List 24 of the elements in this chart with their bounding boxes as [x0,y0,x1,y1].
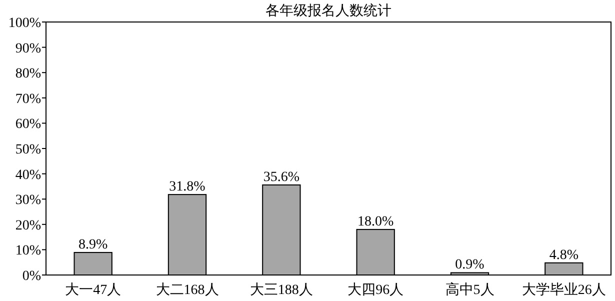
data-label: 4.8% [549,248,579,263]
data-label: 18.0% [357,214,394,230]
y-tick-label: 60% [15,117,42,132]
x-tick-label: 大学毕业26人 [522,282,606,298]
x-tick-label: 大一47人 [65,282,122,298]
y-tick-label: 50% [15,142,42,158]
y-tick-label: 20% [15,218,42,234]
data-label: 35.6% [263,170,300,185]
x-tick-label: 高中5人 [445,282,494,298]
y-tick-label: 40% [15,168,42,183]
y-tick-label: 70% [15,92,42,107]
y-tick-label: 80% [15,66,42,82]
x-tick-label: 大二168人 [156,282,219,298]
y-tick-label: 0% [22,269,42,284]
y-tick-label: 10% [15,244,42,259]
y-tick-label: 100% [8,16,42,31]
chart-title: 各年级报名人数统计 [266,3,392,19]
x-tick-label: 大三188人 [250,282,313,298]
y-tick-label: 30% [15,193,42,208]
data-label: 0.9% [455,258,485,273]
y-tick-label: 90% [15,41,42,56]
data-label: 31.8% [169,180,206,195]
data-label: 8.9% [78,237,108,252]
x-tick-label: 大四96人 [348,282,404,298]
